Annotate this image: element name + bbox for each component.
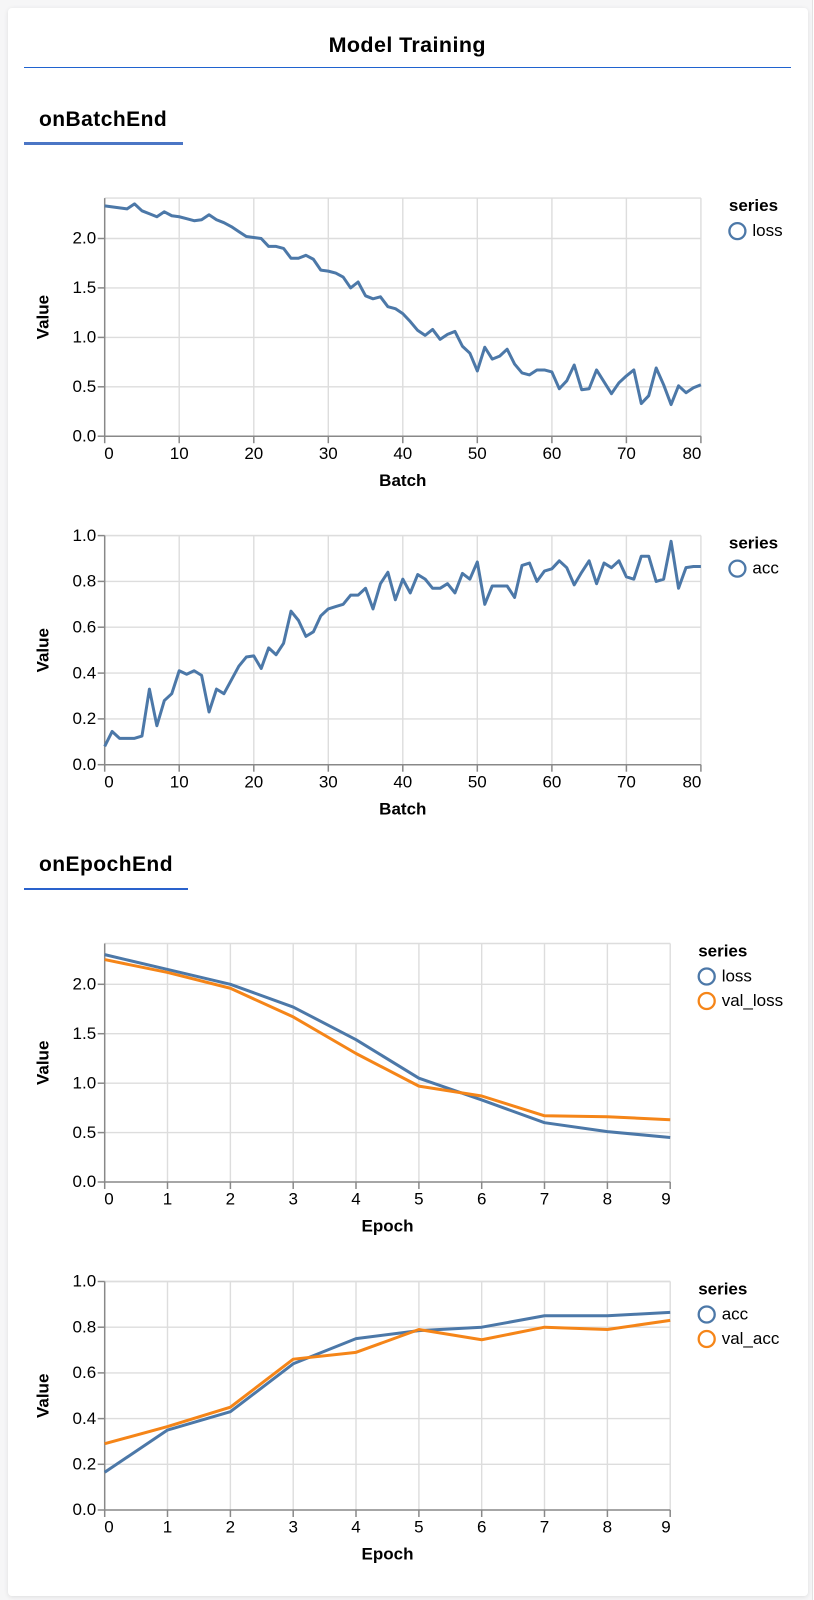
svg-text:0.0: 0.0 [73,1500,97,1519]
svg-text:2: 2 [226,1518,235,1537]
svg-text:Epoch: Epoch [362,1217,414,1236]
svg-text:0.8: 0.8 [73,1317,97,1336]
svg-text:Value: Value [33,1374,52,1418]
svg-text:6: 6 [477,1190,486,1209]
svg-text:8: 8 [603,1518,612,1537]
svg-text:80: 80 [682,772,701,791]
svg-text:50: 50 [468,772,487,791]
svg-text:Batch: Batch [379,471,426,490]
svg-text:9: 9 [661,1518,670,1537]
svg-text:80: 80 [682,444,701,463]
svg-text:series: series [698,942,747,961]
svg-text:20: 20 [244,772,263,791]
svg-text:loss: loss [722,966,752,985]
svg-text:2.0: 2.0 [73,229,97,248]
svg-text:0.0: 0.0 [73,755,97,774]
svg-text:1: 1 [163,1190,172,1209]
svg-text:30: 30 [319,444,338,463]
svg-text:6: 6 [477,1518,486,1537]
svg-text:0: 0 [104,444,113,463]
svg-text:60: 60 [542,444,561,463]
svg-text:0.2: 0.2 [73,709,97,728]
svg-text:40: 40 [393,772,412,791]
svg-text:1: 1 [163,1518,172,1537]
svg-text:2.0: 2.0 [73,975,97,994]
svg-text:1.0: 1.0 [73,526,97,545]
svg-text:30: 30 [319,772,338,791]
svg-text:4: 4 [351,1518,360,1537]
svg-text:Epoch: Epoch [362,1545,414,1564]
svg-text:1.0: 1.0 [73,1272,97,1291]
svg-text:0.5: 0.5 [73,1123,97,1142]
svg-text:60: 60 [542,772,561,791]
svg-text:3: 3 [288,1518,297,1537]
svg-text:loss: loss [752,221,782,240]
svg-text:Value: Value [33,1041,52,1085]
svg-text:val_acc: val_acc [722,1329,780,1348]
svg-text:4: 4 [351,1190,360,1209]
svg-text:8: 8 [603,1190,612,1209]
svg-text:2: 2 [226,1190,235,1209]
svg-text:40: 40 [393,444,412,463]
svg-text:0: 0 [104,1190,113,1209]
svg-text:50: 50 [468,444,487,463]
svg-text:7: 7 [540,1190,549,1209]
svg-text:0.4: 0.4 [73,663,97,682]
svg-text:0: 0 [104,1518,113,1537]
svg-text:Value: Value [33,628,52,672]
svg-text:1.5: 1.5 [73,278,97,297]
svg-text:10: 10 [170,772,189,791]
svg-text:0.6: 0.6 [73,1363,97,1382]
svg-text:0.5: 0.5 [73,377,97,396]
svg-text:70: 70 [617,772,636,791]
svg-text:5: 5 [414,1518,423,1537]
svg-text:0: 0 [104,772,113,791]
svg-text:Batch: Batch [379,799,426,818]
svg-text:series: series [729,196,778,215]
svg-text:1.5: 1.5 [73,1024,97,1043]
svg-text:0.0: 0.0 [73,1172,97,1191]
svg-text:70: 70 [617,444,636,463]
svg-text:0.8: 0.8 [73,572,97,591]
svg-text:9: 9 [661,1190,670,1209]
svg-text:10: 10 [170,444,189,463]
svg-text:20: 20 [244,444,263,463]
svg-text:0.0: 0.0 [73,426,97,445]
svg-text:1.0: 1.0 [73,1073,97,1092]
svg-text:1.0: 1.0 [73,328,97,347]
svg-text:val_loss: val_loss [722,991,783,1010]
svg-text:5: 5 [414,1190,423,1209]
svg-text:0.2: 0.2 [73,1455,97,1474]
svg-text:3: 3 [288,1190,297,1209]
svg-text:acc: acc [722,1304,749,1323]
svg-text:7: 7 [540,1518,549,1537]
svg-text:series: series [698,1280,747,1299]
svg-text:acc: acc [752,558,779,577]
svg-text:0.4: 0.4 [73,1409,97,1428]
svg-text:0.6: 0.6 [73,617,97,636]
svg-text:series: series [729,534,778,553]
svg-text:Value: Value [33,295,52,339]
